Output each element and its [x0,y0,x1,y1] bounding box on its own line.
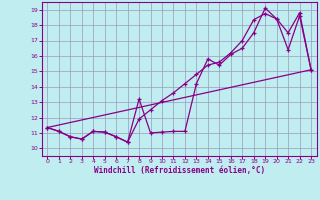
X-axis label: Windchill (Refroidissement éolien,°C): Windchill (Refroidissement éolien,°C) [94,166,265,175]
